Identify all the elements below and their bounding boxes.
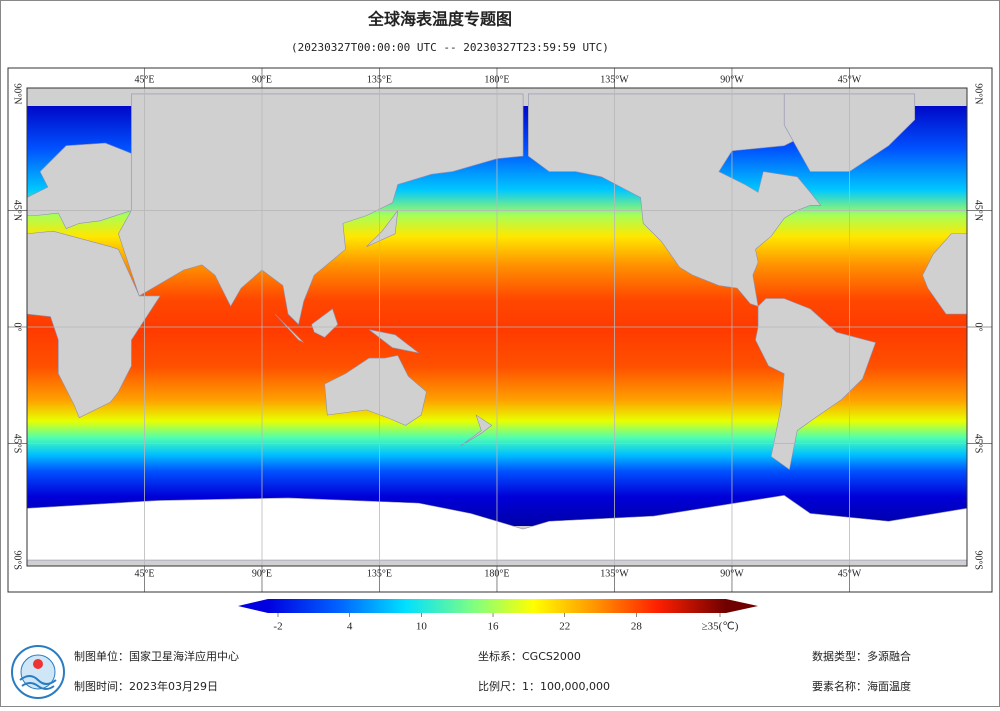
lon-label: 45°E bbox=[134, 568, 154, 579]
lat-label: 45°N bbox=[973, 200, 984, 221]
map-frame bbox=[7, 67, 993, 593]
lon-label: 180°E bbox=[484, 568, 509, 579]
land bbox=[460, 414, 493, 447]
lon-label: 45°W bbox=[838, 568, 862, 579]
lat-label: 90°N bbox=[973, 83, 984, 104]
land bbox=[324, 355, 427, 426]
land bbox=[528, 93, 851, 307]
lat-label: 45°S bbox=[12, 434, 23, 454]
land bbox=[118, 93, 524, 326]
lat-label: 90°N bbox=[12, 83, 23, 104]
lat-label: 90°S bbox=[973, 550, 984, 570]
lon-label: 135°W bbox=[600, 74, 629, 85]
colorbar-high-arrow bbox=[726, 599, 758, 613]
colorbar-tick-label: 4 bbox=[347, 621, 353, 633]
colorbar-tick-label: -2 bbox=[273, 621, 282, 633]
lon-label: 135°W bbox=[600, 568, 629, 579]
map-body bbox=[27, 88, 967, 566]
lat-label: 0° bbox=[12, 323, 23, 332]
land bbox=[27, 230, 161, 419]
colorbar-tick-label: ≥35(℃) bbox=[702, 621, 739, 633]
map-title: 全球海表温度专题图 bbox=[367, 10, 512, 29]
lon-label: 90°E bbox=[252, 568, 272, 579]
lon-label: 135°E bbox=[367, 568, 392, 579]
colorbar-low-arrow bbox=[238, 599, 268, 613]
footer-data-type: 数据类型：多源融合 bbox=[812, 649, 911, 663]
lat-label: 0° bbox=[973, 323, 984, 332]
colorbar-bar bbox=[268, 599, 726, 613]
lat-label: 90°S bbox=[12, 550, 23, 570]
footer-unit: 制图单位：国家卫星海洋应用中心 bbox=[74, 649, 239, 663]
colorbar-tick-label: 10 bbox=[416, 621, 428, 633]
lat-label: 45°S bbox=[973, 434, 984, 454]
lon-label: 45°W bbox=[838, 74, 862, 85]
colorbar-tick-label: 28 bbox=[631, 621, 643, 633]
lat-label: 45°N bbox=[12, 200, 23, 221]
logo bbox=[11, 645, 65, 699]
colorbar: -2 4 10 16 22 28 ≥35(℃) bbox=[238, 599, 758, 633]
lon-label: 45°E bbox=[134, 74, 154, 85]
footer-time: 制图时间：2023年03月29日 bbox=[74, 679, 218, 693]
lon-label: 90°W bbox=[720, 568, 744, 579]
footer-element: 要素名称：海面温度 bbox=[812, 679, 911, 693]
colorbar-tick-label: 22 bbox=[559, 621, 570, 633]
land bbox=[368, 329, 419, 354]
colorbar-tick-label: 16 bbox=[488, 621, 500, 633]
footer-scale: 比例尺：1：100,000,000 bbox=[478, 679, 610, 693]
lon-label: 135°E bbox=[367, 74, 392, 85]
lon-label: 180°E bbox=[484, 74, 509, 85]
land bbox=[311, 308, 339, 338]
land bbox=[922, 233, 967, 315]
lon-label: 90°E bbox=[252, 74, 272, 85]
footer-crs: 坐标系：CGCS2000 bbox=[478, 649, 581, 663]
lon-label: 90°W bbox=[720, 74, 744, 85]
map-subtitle: (20230327T00:00:00 UTC -- 20230327T23:59… bbox=[291, 41, 609, 54]
